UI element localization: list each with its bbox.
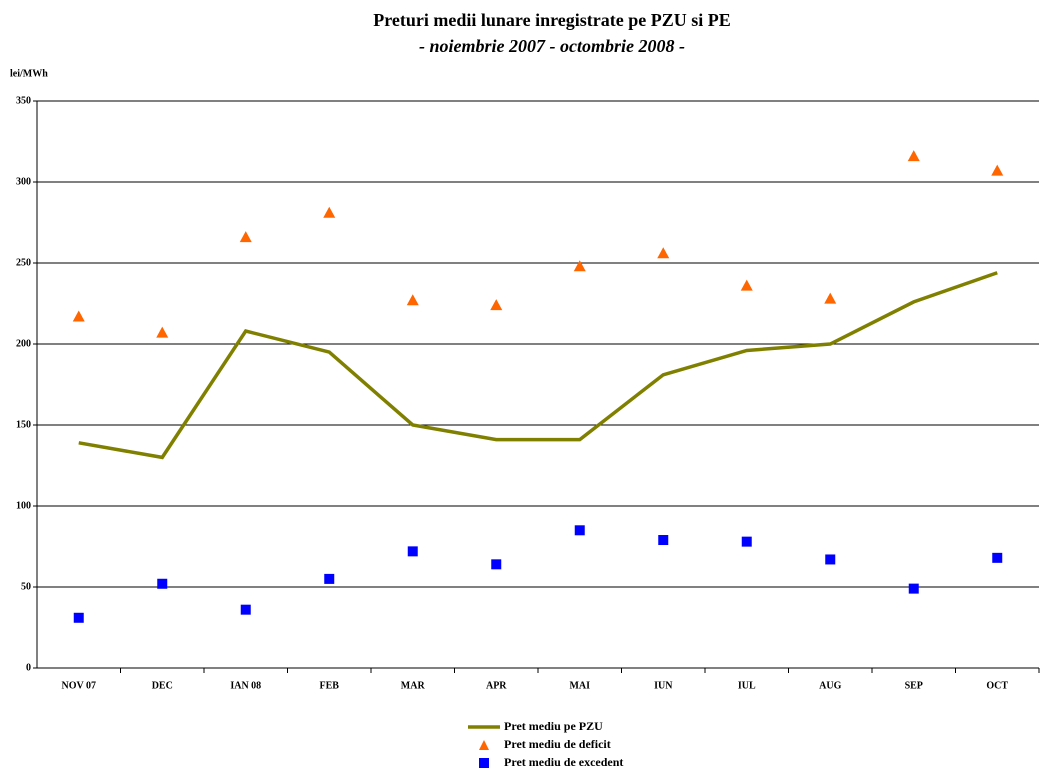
- triangle-marker: [323, 206, 336, 218]
- triangle-marker: [657, 247, 670, 259]
- square-marker: [324, 573, 335, 584]
- square-marker: [992, 552, 1003, 563]
- triangle-marker: [573, 260, 586, 272]
- square-marker: [658, 535, 669, 546]
- triangle-marker: [824, 292, 837, 304]
- triangle-marker: [406, 294, 419, 306]
- chart-subtitle: - noiembrie 2007 - octombrie 2008 -: [419, 36, 685, 56]
- y-tick-label: 200: [16, 338, 31, 349]
- square-marker: [574, 525, 585, 536]
- square-marker: [407, 546, 418, 557]
- x-tick-label: IUN: [654, 680, 673, 691]
- y-tick-label: 100: [16, 500, 31, 511]
- legend-label: Pret mediu de deficit: [504, 737, 611, 751]
- chart-title: Preturi medii lunare inregistrate pe PZU…: [373, 10, 730, 30]
- x-tick-label: DEC: [152, 680, 173, 691]
- x-tick-label: APR: [486, 680, 507, 691]
- x-tick-label: AUG: [819, 680, 841, 691]
- y-tick-label: 50: [21, 581, 31, 592]
- triangle-marker: [490, 299, 503, 311]
- triangle-marker: [239, 231, 252, 243]
- x-tick-label: IUL: [738, 680, 756, 691]
- legend-label: Pret mediu de excedent: [504, 755, 623, 769]
- x-tick-label: MAI: [569, 680, 590, 691]
- square-marker: [240, 604, 251, 615]
- square-marker: [73, 612, 84, 623]
- triangle-marker: [740, 279, 753, 291]
- x-tick-label: OCT: [986, 680, 1008, 691]
- square-marker: [157, 578, 168, 589]
- legend-label: Pret mediu pe PZU: [504, 719, 603, 733]
- square-marker: [908, 583, 919, 594]
- triangle-marker: [156, 326, 169, 338]
- series-line: [78, 271, 998, 460]
- y-tick-label: 300: [16, 176, 31, 187]
- square-marker: [491, 559, 502, 570]
- y-tick-label: 250: [16, 257, 31, 268]
- x-tick-label: IAN 08: [230, 680, 261, 691]
- x-tick-label: FEB: [320, 680, 340, 691]
- triangle-marker: [907, 150, 920, 162]
- y-axis-label: lei/MWh: [10, 68, 48, 79]
- triangle-marker: [991, 164, 1004, 176]
- y-tick-label: 150: [16, 419, 31, 430]
- x-tick-label: NOV 07: [61, 680, 96, 691]
- legend-swatch: [479, 740, 489, 750]
- square-marker: [741, 536, 752, 547]
- legend-swatch: [479, 758, 489, 768]
- triangle-marker: [72, 310, 85, 322]
- x-tick-label: SEP: [905, 680, 923, 691]
- x-tick-label: MAR: [401, 680, 426, 691]
- y-tick-label: 0: [26, 662, 31, 673]
- y-tick-label: 350: [16, 95, 31, 106]
- square-marker: [825, 554, 836, 565]
